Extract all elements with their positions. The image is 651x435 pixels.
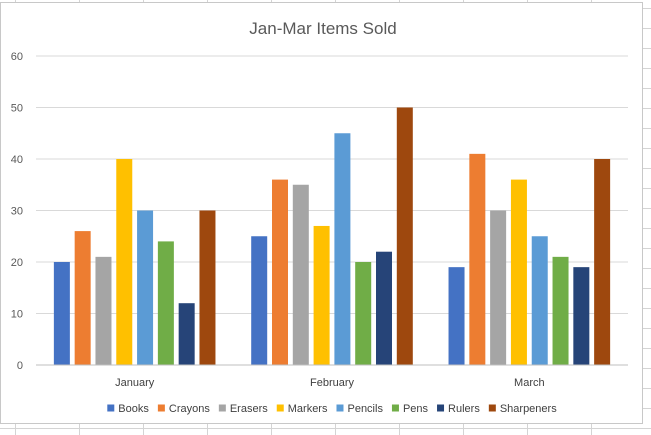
bar-books-january[interactable]	[53, 262, 70, 365]
legend-item-pencils[interactable]: Pencils	[336, 403, 383, 415]
bar-rulers-march[interactable]	[573, 267, 590, 365]
bar-markers-february[interactable]	[313, 225, 330, 365]
y-tick-label: 30	[11, 206, 23, 218]
bar-pencils-february[interactable]	[334, 133, 351, 365]
legend-swatch	[488, 404, 496, 412]
bar-erasers-february[interactable]	[292, 184, 309, 365]
legend-item-pens[interactable]: Pens	[391, 403, 429, 415]
bar-pens-january[interactable]	[157, 241, 174, 365]
bar-pens-march[interactable]	[552, 256, 569, 365]
legend-label: Markers	[288, 403, 328, 415]
legend-swatch	[107, 404, 115, 412]
y-tick-label: 50	[11, 103, 23, 115]
x-category-label: March	[514, 377, 545, 389]
bar-pens-february[interactable]	[355, 262, 372, 365]
bar-books-march[interactable]	[448, 267, 465, 365]
legend-item-books[interactable]: Books	[107, 403, 149, 415]
bar-crayons-february[interactable]	[272, 179, 288, 365]
legend-swatch	[218, 404, 226, 412]
legend-item-markers[interactable]: Markers	[276, 403, 328, 415]
plot-bars	[53, 107, 611, 366]
x-category-label: January	[115, 377, 155, 389]
legend[interactable]: Books Crayons Erasers Markers Pencils Pens Rul…	[107, 403, 557, 415]
bar-crayons-march[interactable]	[469, 153, 486, 365]
bar-sharpeners-january[interactable]	[199, 210, 216, 366]
legend-item-erasers[interactable]: Erasers	[218, 403, 268, 415]
legend-swatch	[391, 404, 399, 412]
y-tick-label: 10	[11, 309, 23, 321]
bar-markers-march[interactable]	[510, 179, 527, 365]
y-tick-label: 40	[11, 154, 23, 166]
legend-label: Pens	[403, 403, 429, 415]
chart-svg: Jan-Mar Items Sold 0 10 20 30 40 50 60 January…	[11, 19, 628, 415]
legend-swatch	[157, 404, 165, 412]
gridlines	[36, 55, 628, 314]
legend-label: Pencils	[347, 403, 383, 415]
legend-item-crayons[interactable]: Crayons	[157, 403, 210, 415]
legend-label: Erasers	[230, 403, 268, 415]
x-axis-category-labels: January February March	[115, 377, 545, 389]
bar-pencils-january[interactable]	[137, 210, 154, 366]
bar-rulers-february[interactable]	[376, 251, 392, 365]
bar-erasers-march[interactable]	[490, 210, 507, 366]
y-tick-label: 60	[11, 51, 23, 63]
bar-sharpeners-february[interactable]	[396, 107, 413, 366]
legend-label: Crayons	[169, 403, 210, 415]
legend-label: Sharpeners	[500, 403, 557, 415]
legend-item-rulers[interactable]: Rulers	[437, 403, 480, 415]
y-tick-label: 20	[11, 257, 23, 269]
bar-crayons-january[interactable]	[74, 231, 91, 365]
bar-erasers-january[interactable]	[95, 256, 112, 365]
bar-markers-january[interactable]	[116, 159, 133, 365]
bar-rulers-january[interactable]	[178, 303, 195, 365]
y-tick-label: 0	[17, 360, 23, 372]
chart-title[interactable]: Jan-Mar Items Sold	[249, 19, 396, 38]
bar-pencils-march[interactable]	[531, 236, 548, 365]
bar-sharpeners-march[interactable]	[594, 159, 611, 365]
y-axis-tick-labels: 0 10 20 30 40 50 60	[11, 51, 23, 372]
legend-swatch	[336, 404, 344, 412]
legend-label: Books	[118, 403, 149, 415]
legend-swatch	[276, 404, 284, 412]
bar-books-february[interactable]	[251, 236, 268, 365]
chart-area[interactable]: Jan-Mar Items Sold 0 10 20 30 40 50 60 January…	[0, 2, 643, 424]
legend-item-sharpeners[interactable]: Sharpeners	[488, 403, 557, 415]
x-category-label: February	[310, 377, 355, 389]
legend-swatch	[437, 404, 445, 412]
legend-label: Rulers	[448, 403, 480, 415]
